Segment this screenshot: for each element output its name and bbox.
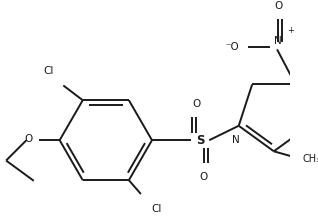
Text: O: O: [200, 172, 208, 182]
Text: O: O: [24, 134, 33, 144]
Text: +: +: [287, 26, 294, 35]
Text: O: O: [192, 99, 200, 109]
Text: ⁻O: ⁻O: [225, 42, 239, 52]
Text: Cl: Cl: [44, 66, 54, 76]
Text: Cl: Cl: [151, 204, 162, 214]
Text: N: N: [232, 135, 240, 145]
Text: O: O: [274, 1, 282, 11]
Text: S: S: [196, 134, 204, 147]
Text: CH₃: CH₃: [302, 154, 318, 164]
Text: N: N: [274, 36, 282, 46]
